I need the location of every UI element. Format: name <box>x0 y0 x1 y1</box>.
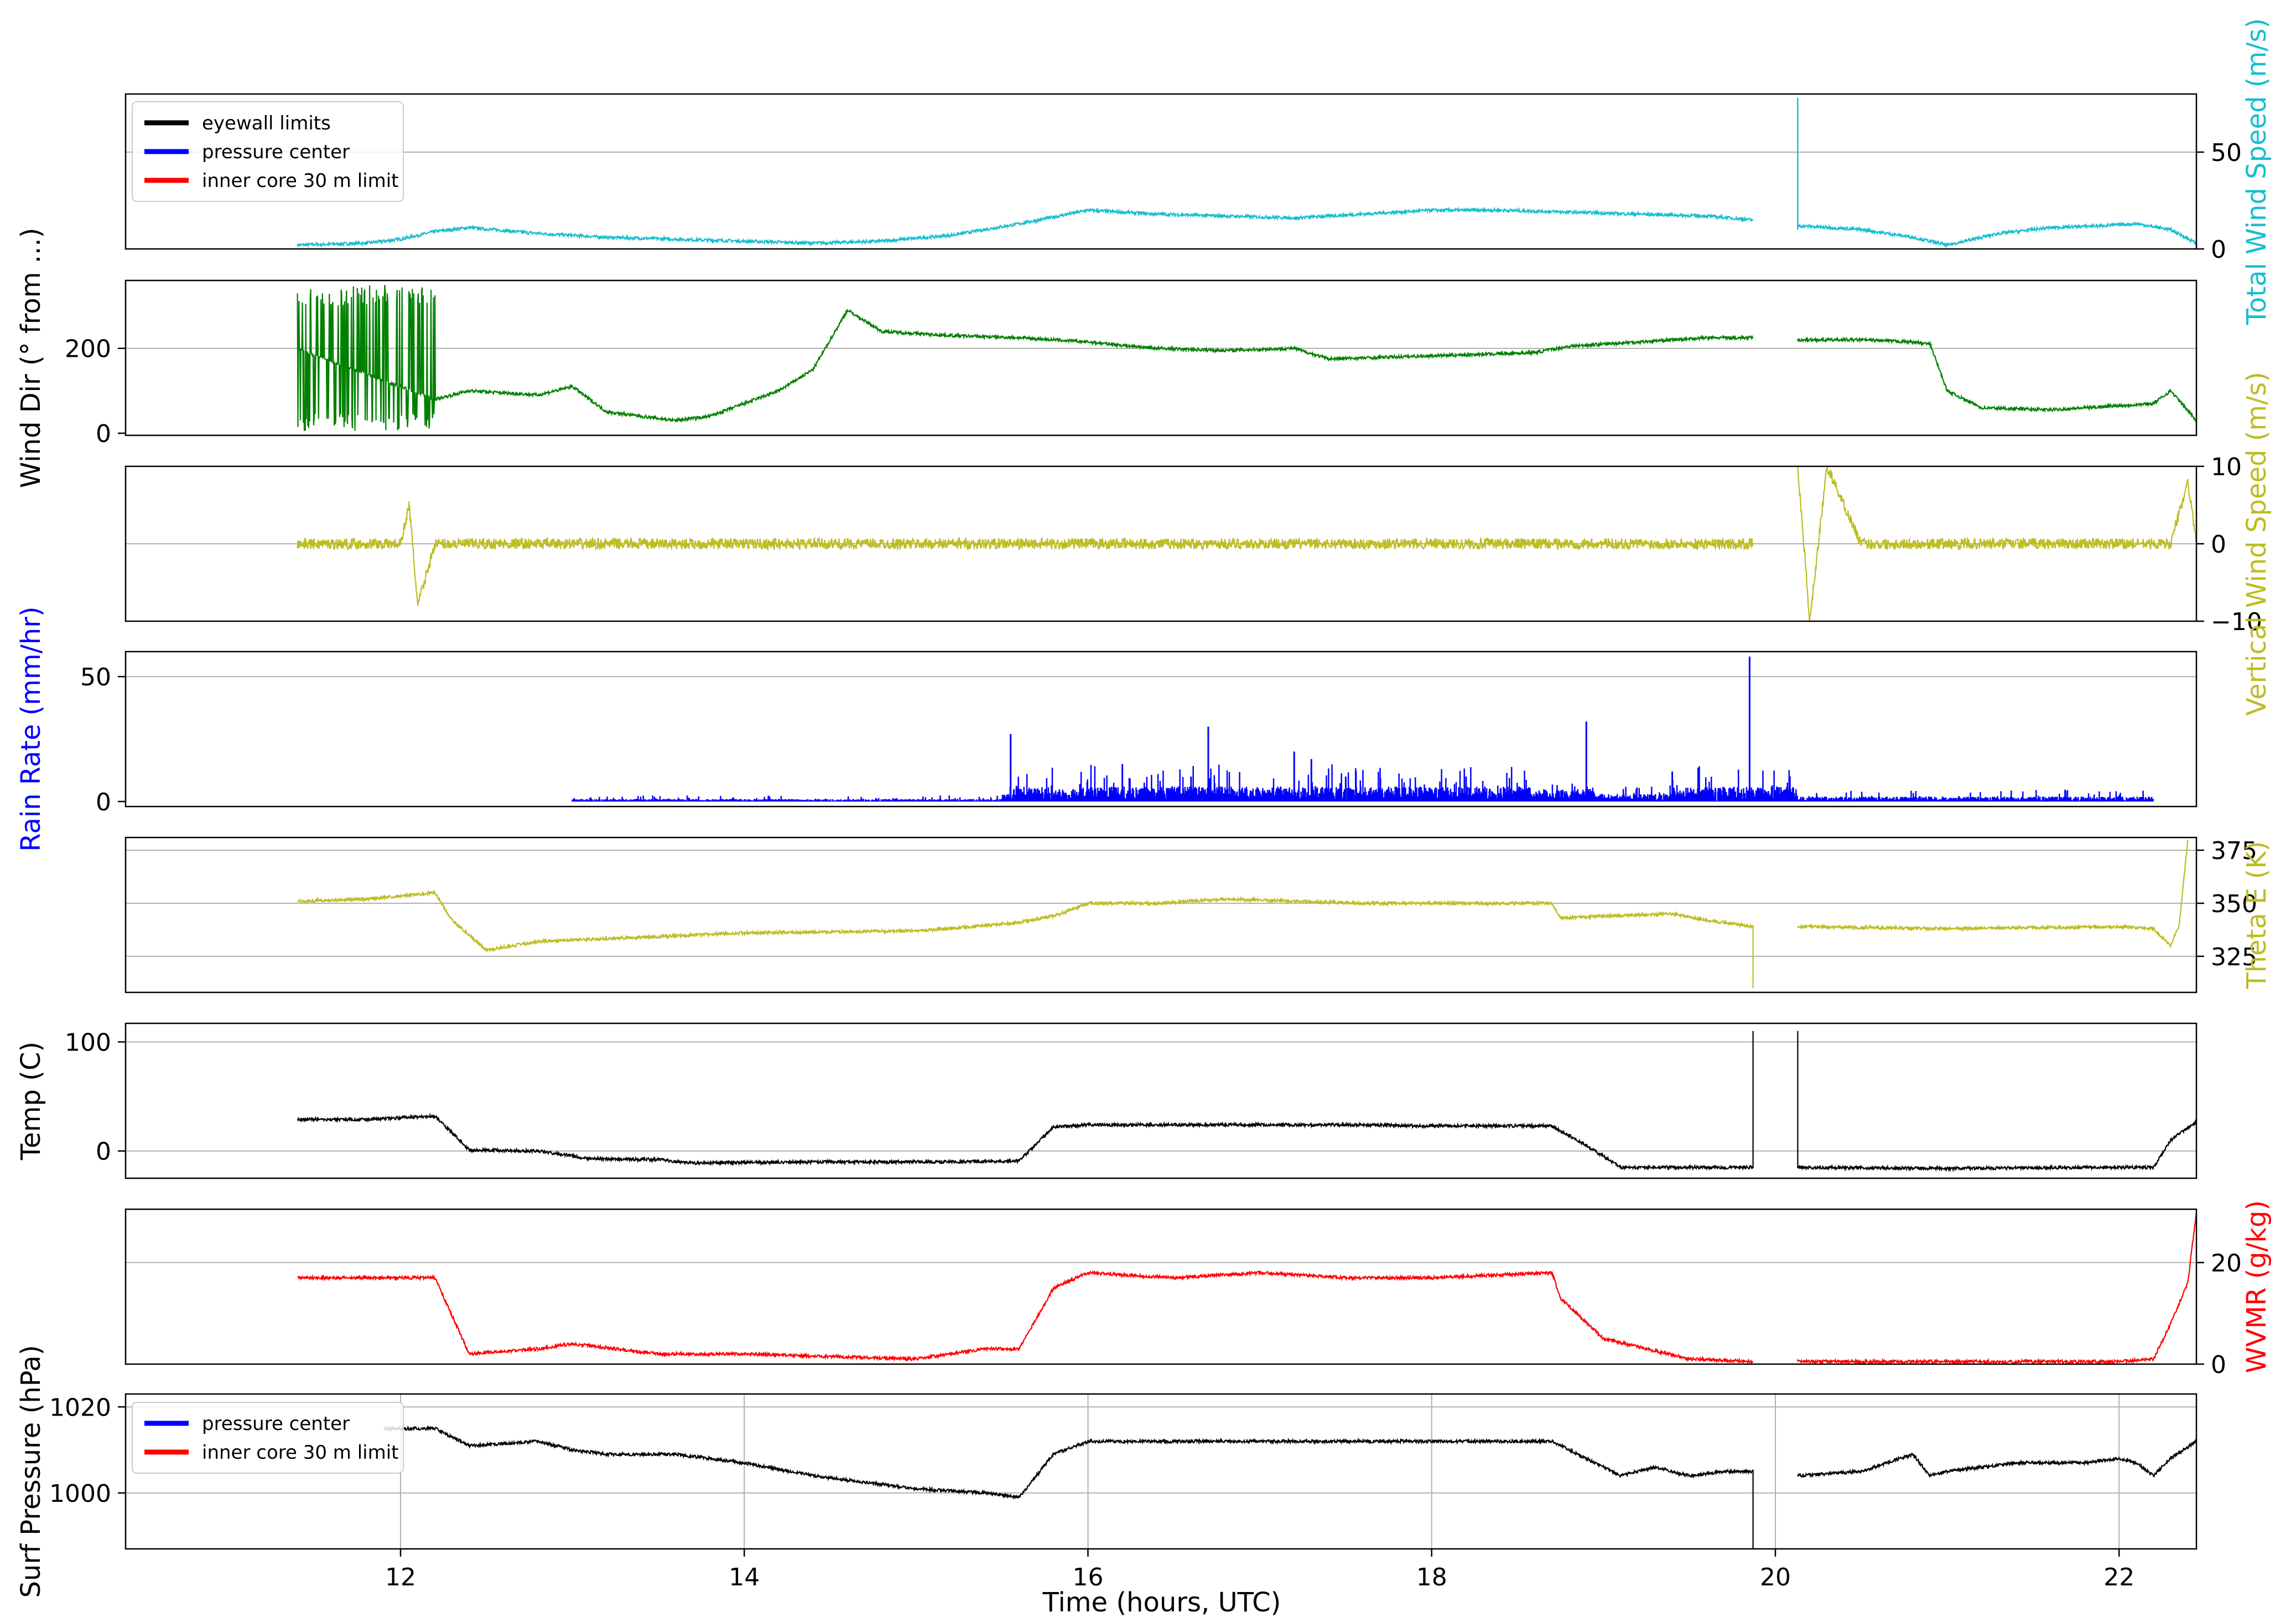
y-axis-label: Rain Rate (mm/hr) <box>15 606 46 851</box>
series-line <box>297 285 2196 431</box>
legend-label: inner core 30 m limit <box>202 170 399 192</box>
x-tick-label: 22 <box>2103 1563 2134 1591</box>
x-axis-label: Time (hours, UTC) <box>1042 1587 1281 1618</box>
legend-label: pressure center <box>202 1413 350 1435</box>
y-tick-label: −10 <box>2211 608 2262 636</box>
y-tick-label: 20 <box>2211 1249 2242 1277</box>
y-tick-label: 0 <box>2211 236 2226 264</box>
series-line <box>297 1212 2196 1364</box>
y-axis-label: Temp (C) <box>15 1042 46 1161</box>
x-tick-label: 20 <box>1760 1563 1791 1591</box>
y-axis-label: WVMR (g/kg) <box>2241 1200 2272 1374</box>
y-axis-label: Total Wind Speed (m/s) <box>2241 18 2272 325</box>
y-tick-label: 350 <box>2211 890 2257 918</box>
legend-label: inner core 30 m limit <box>202 1442 399 1464</box>
y-axis-label: Wind Dir (° from ...) <box>15 228 46 488</box>
y-tick-label: 100 <box>65 1029 111 1057</box>
y-tick-label: 1020 <box>49 1393 111 1422</box>
series-wvmr <box>297 1212 2196 1364</box>
y-tick-label: 0 <box>2211 1351 2226 1379</box>
y-tick-label: 375 <box>2211 837 2257 865</box>
panel-frame <box>124 93 2198 250</box>
series-line <box>297 206 2196 248</box>
series-wind_dir <box>297 285 2196 431</box>
series-theta_e <box>297 839 2189 989</box>
panel-frame <box>124 1393 2198 1550</box>
panel-temp: 0 100 Temp (C) <box>15 1022 2198 1179</box>
x-tick-label: 12 <box>385 1563 416 1591</box>
series-temp <box>297 1031 2196 1173</box>
y-tick-label: 0 <box>96 788 111 816</box>
series-line <box>297 466 2196 621</box>
series-rain_rate <box>572 657 2154 802</box>
panel-wind_dir: 0 200 Wind Dir (° from ...) <box>15 228 2198 488</box>
y-axis-label: Theta E (K) <box>2241 841 2272 989</box>
x-axis: 12 14 16 18 20 22 <box>385 1549 2134 1591</box>
legend-label: eyewall limits <box>202 112 331 134</box>
x-tick-label: 14 <box>729 1563 760 1591</box>
panel-frame <box>124 279 2198 436</box>
y-tick-label: 200 <box>65 335 111 363</box>
x-tick-label: 16 <box>1072 1563 1103 1591</box>
panel-frame <box>124 836 2198 993</box>
series-line <box>297 1031 2196 1173</box>
y-tick-label: 325 <box>2211 943 2257 971</box>
panel-vertical_wind: −10 0 10 Vertical Wind Speed (m/s) <box>124 372 2272 716</box>
legend-label: pressure center <box>202 141 350 163</box>
panel-rain_rate: 0 50 Rain Rate (mm/hr) <box>15 606 2198 852</box>
y-axis-label: Surf Pressure (hPa) <box>15 1345 46 1598</box>
legend-bottom: pressure center inner core 30 m limit <box>132 1402 404 1474</box>
series-line <box>383 1425 2196 1549</box>
x-tick-label: 18 <box>1416 1563 1447 1591</box>
y-tick-label: 0 <box>2211 530 2226 559</box>
y-tick-label: 50 <box>80 663 111 691</box>
panel-frame <box>124 1022 2198 1179</box>
series-surf_pressure <box>383 1425 2196 1549</box>
series-vertical_wind <box>297 466 2196 621</box>
legend-top: eyewall limits pressure center inner core … <box>132 101 404 202</box>
y-axis-label: Vertical Wind Speed (m/s) <box>2241 372 2272 716</box>
panel-frame <box>124 651 2198 808</box>
y-tick-label: 0 <box>96 1138 111 1166</box>
panel-frame <box>124 1208 2198 1365</box>
series-wind_speed <box>297 98 2196 248</box>
series-line <box>297 839 2189 989</box>
y-tick-label: 0 <box>96 420 111 448</box>
y-tick-label: 10 <box>2211 453 2242 481</box>
y-tick-label: 50 <box>2211 139 2242 167</box>
y-tick-label: 1000 <box>49 1480 111 1508</box>
